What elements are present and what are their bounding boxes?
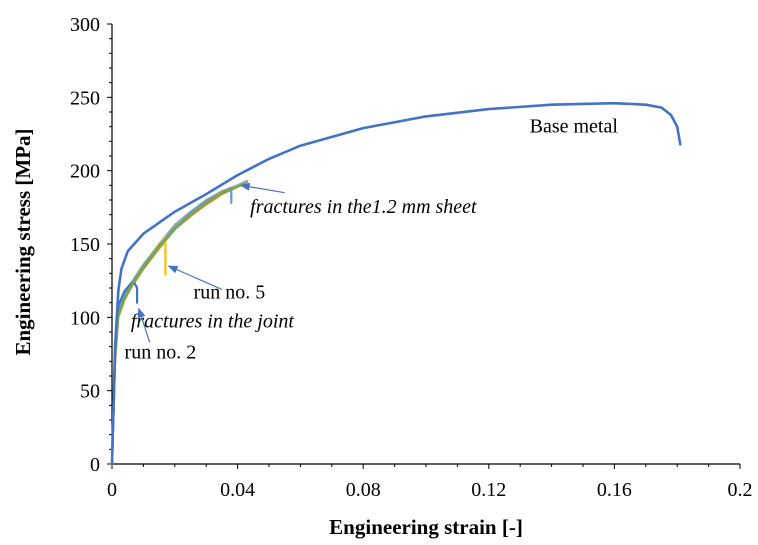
y-tick-label: 100 xyxy=(70,307,100,329)
y-axis-title: Engineering stress [MPa] xyxy=(11,128,35,355)
x-axis-title: Engineering strain [-] xyxy=(329,515,523,539)
x-tick-label: 0 xyxy=(107,479,117,501)
annotation-label: fractures in the1.2 mm sheet xyxy=(250,196,477,218)
annotation-label: Base metal xyxy=(530,116,619,138)
y-tick-label: 250 xyxy=(70,87,100,109)
x-tick-label: 0.04 xyxy=(220,479,255,501)
annotation-label: fractures in the joint xyxy=(131,311,295,333)
annotation-arrow xyxy=(137,307,151,343)
y-tick-label: 200 xyxy=(70,161,100,183)
annotation-layer: Base metal fractures in the1.2 mm sheet ru… xyxy=(125,116,619,364)
series-line-7 xyxy=(110,182,245,466)
x-tick-label: 0.2 xyxy=(728,479,753,501)
series-layer xyxy=(110,101,682,466)
annotation-arrow xyxy=(239,182,285,194)
x-tick-label: 0.12 xyxy=(471,479,506,501)
series-line-1 xyxy=(110,101,682,466)
y-tick-label: 150 xyxy=(70,234,100,256)
y-tick-label: 50 xyxy=(80,381,100,403)
annotation-label: run no. 2 xyxy=(125,341,197,363)
x-tick-label: 0.16 xyxy=(597,479,632,501)
x-tick-label: 0.08 xyxy=(346,479,381,501)
y-tick-label: 0 xyxy=(90,454,100,476)
annotation-arrow xyxy=(167,265,223,291)
y-tick-label: 300 xyxy=(70,14,100,36)
annotation-label: run no. 5 xyxy=(194,281,266,303)
axes: 0 50 100 150 200 250 300 0 0.04 0.08 0.12 0.16 0.2 xyxy=(70,14,753,501)
